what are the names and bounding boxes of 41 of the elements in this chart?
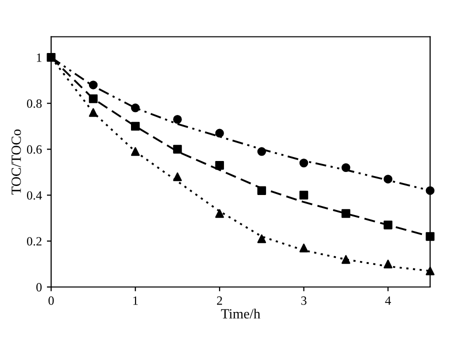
x-tick-label: 4 [385, 296, 391, 305]
point [130, 104, 140, 112]
y-tick-label: 0.8 [26, 99, 42, 108]
point [384, 260, 392, 268]
point [215, 209, 224, 218]
point [384, 220, 392, 230]
x-tick-label: 3 [301, 296, 306, 305]
point [257, 186, 266, 195]
point [173, 172, 182, 182]
point [299, 158, 308, 168]
point [88, 80, 98, 90]
point [173, 115, 182, 124]
point [426, 186, 434, 195]
point [257, 234, 266, 244]
point [426, 266, 434, 276]
y-axis-title: TOC/TOCo [12, 129, 21, 195]
point [173, 144, 182, 154]
point [342, 209, 350, 218]
point [88, 108, 98, 117]
y-tick-label: 0.4 [26, 191, 42, 200]
point [130, 147, 140, 156]
point [342, 163, 350, 172]
point [426, 232, 434, 241]
x-tick-label: 2 [217, 296, 222, 305]
point [46, 53, 56, 62]
point [257, 147, 266, 156]
y-tick-label: 1 [36, 54, 42, 62]
point [215, 128, 224, 138]
x-axis-title: Time/h [221, 308, 260, 319]
point [384, 174, 392, 184]
point [215, 160, 224, 170]
point [88, 94, 98, 104]
y-tick-label: 0 [36, 283, 42, 292]
point [299, 244, 308, 252]
x-tick-label: 0 [48, 296, 54, 305]
point [130, 122, 140, 131]
x-tick-label: 1 [133, 296, 138, 305]
point [342, 255, 350, 264]
y-tick-label: 0.2 [26, 237, 42, 246]
point [299, 190, 308, 200]
y-tick-label: 0.6 [26, 145, 42, 154]
